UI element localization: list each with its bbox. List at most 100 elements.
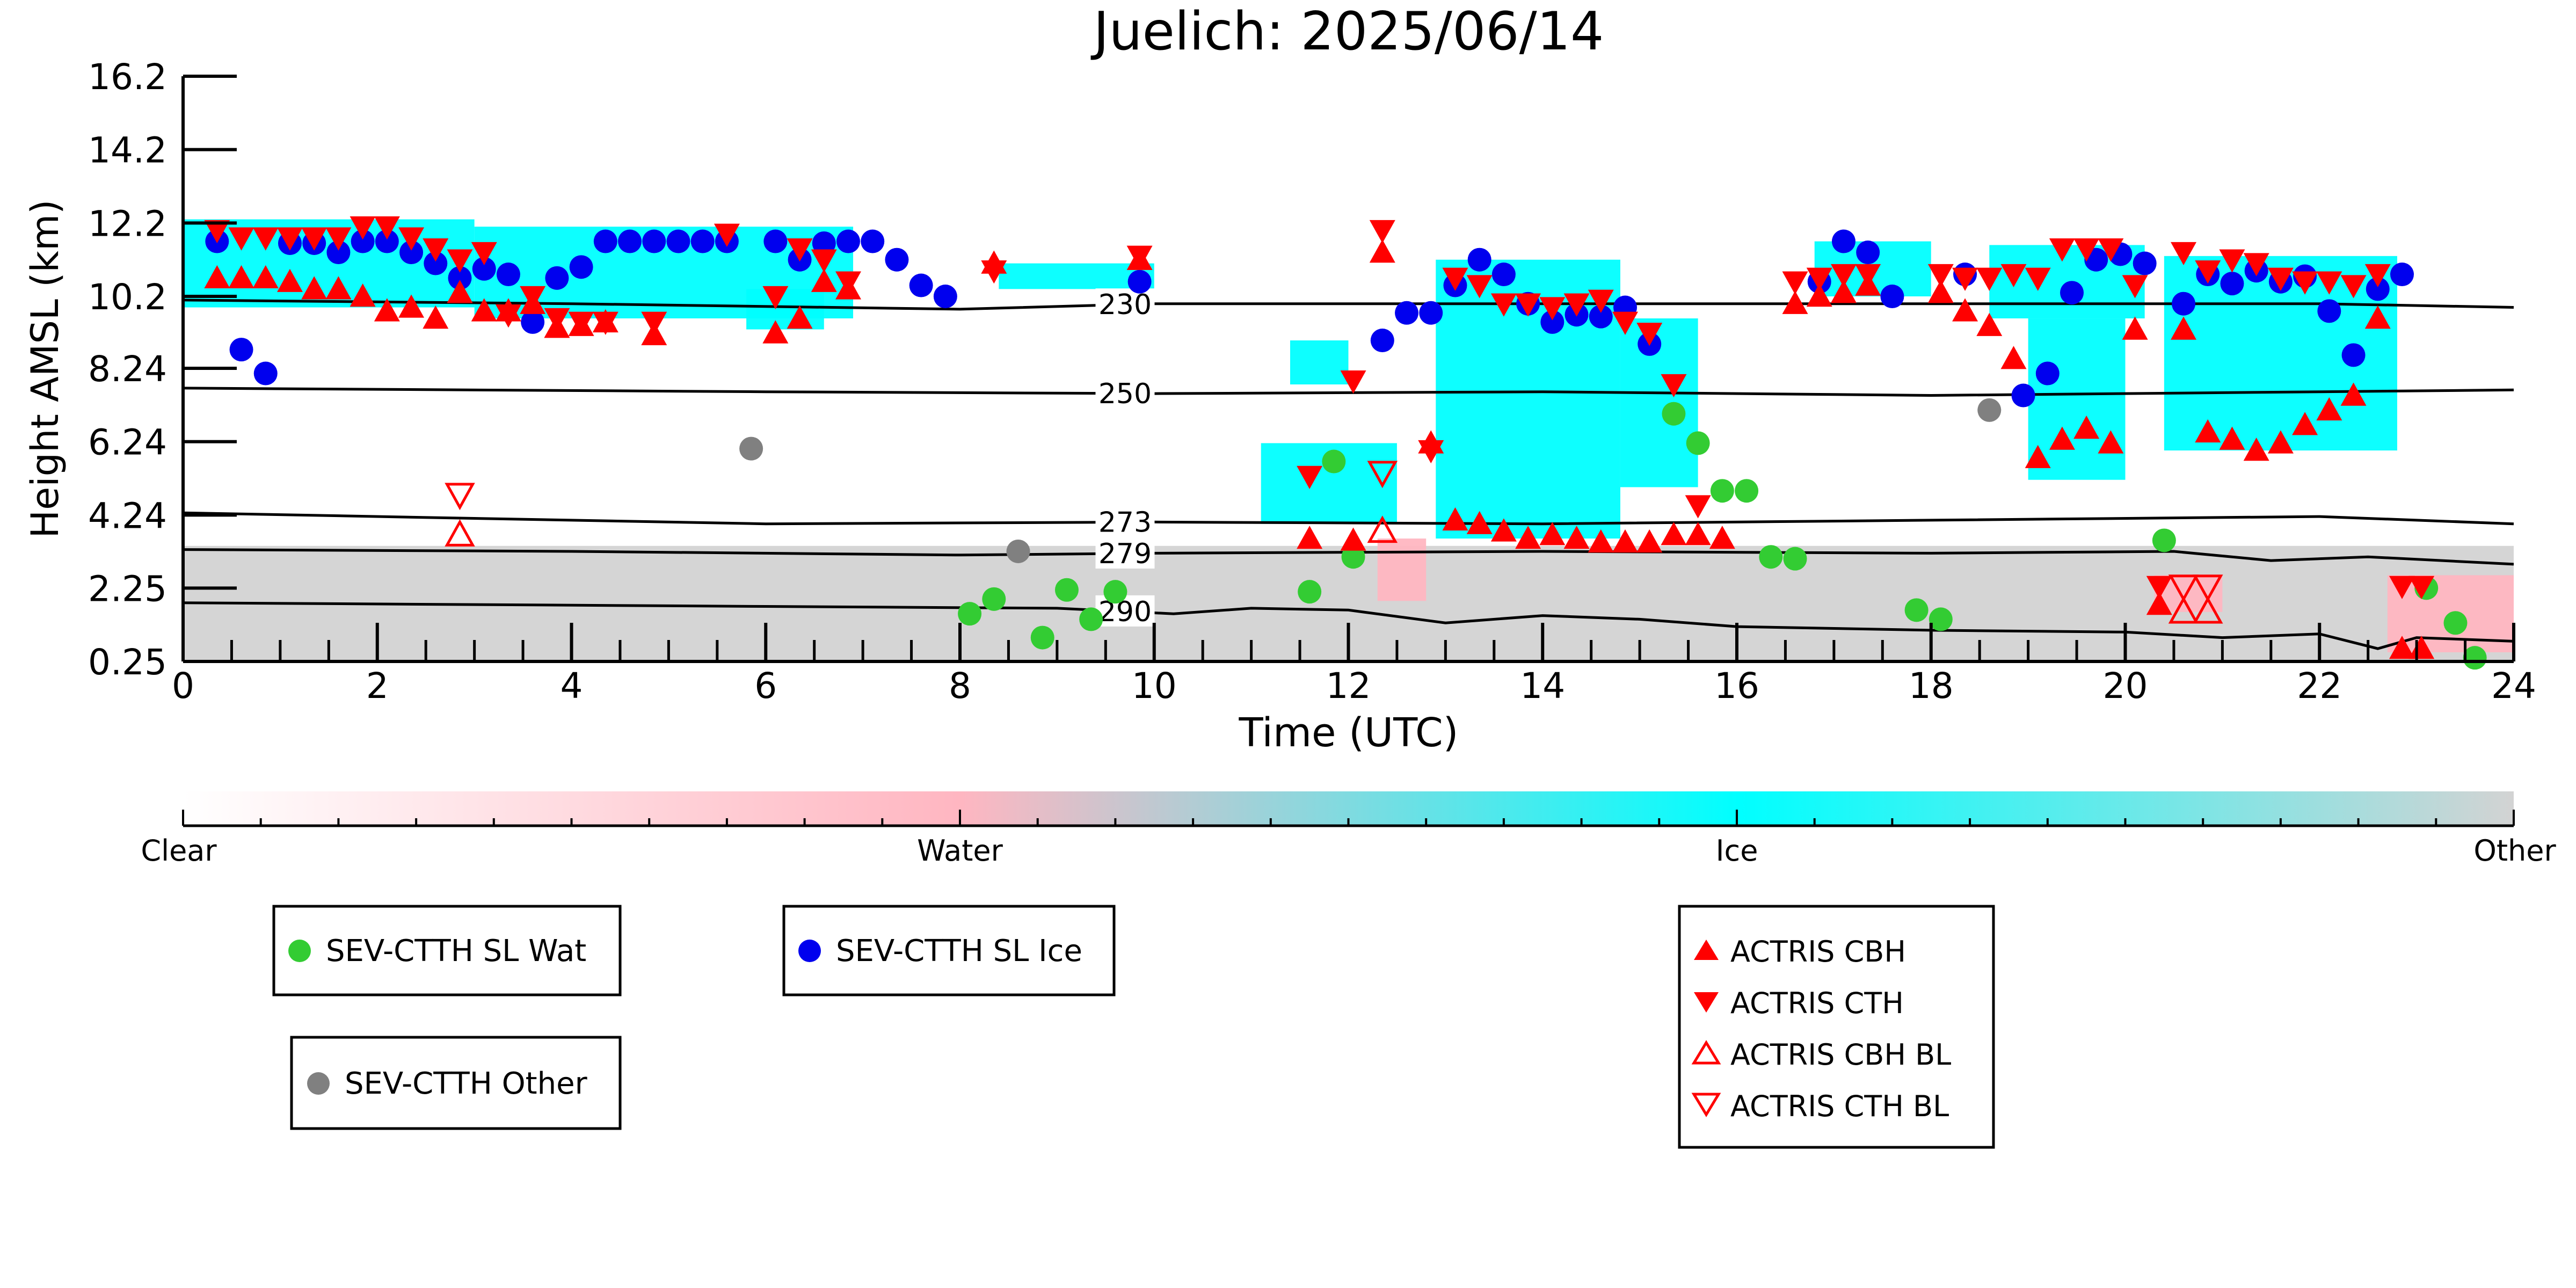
point-actris-cth [1466,275,1493,299]
y-tick-label: 14.2 [88,130,167,171]
point-actris-cth [2364,264,2391,288]
x-tick-label: 8 [949,665,971,707]
point-actris-cbh [787,305,813,329]
point-actris-cbh [2171,316,2197,340]
isotherm-label-bg [1095,288,1155,320]
point-actris-cbh [2025,445,2051,468]
point-actris-cth [835,271,861,295]
point-sev-ctth-sl-ice [1589,304,1613,329]
point-sev-ctth-sl-ice [2133,251,2157,275]
point-sev-ctth-sl-ice [1856,241,1880,265]
point-actris-cth-bl [1367,461,1398,489]
point-actris-cth [2146,576,2172,599]
point-actris-cth [252,227,279,251]
point-sev-ctth-sl-ice [1419,301,1443,325]
point-sev-ctth-sl-wat [1735,479,1759,503]
point-actris-cth [204,220,230,244]
legend-sev-ice-label: SEV-CTTH SL Ice [836,934,1082,969]
point-actris-cbh [398,294,425,318]
point-sev-ctth-sl-wat [1710,479,1734,503]
point-actris-cth [592,311,618,335]
point-sev-ctth-sl-wat [1298,580,1322,604]
colorbar-ticks [182,810,2515,826]
x-tick-label: 20 [2103,665,2148,707]
point-sev-ctth-sl-wat [2463,646,2487,670]
point-actris-cth [1515,293,1541,317]
point-actris-cth [2243,253,2269,276]
legend-frame [1678,905,1995,1149]
point-sev-ctth-sl-ice [424,251,448,275]
point-sev-ctth-sl-ice [2011,383,2035,407]
point-actris-cbh [1442,507,1468,531]
point-actris-cth [568,311,594,335]
point-actris-cth [1612,311,1638,335]
legend-cbh-marker [1694,940,1719,960]
legend-cbh-bl-label: ACTRIS CBH BL [1730,1038,1951,1072]
point-actris-cth [2073,238,2100,262]
x-ticks: 0 2 4 6 8 10 12 14 16 18 20 22 24 [172,623,2536,707]
point-sev-ctth-sl-ice [1395,301,1419,325]
isotherm-label-bg [1095,506,1155,537]
legend-actris: ACTRIS CBH ACTRIS CTH ACTRIS CBH BL ACTR… [1678,905,1995,1149]
point-actris-cth [1855,264,1881,288]
point-sev-ctth-sl-ice [593,229,617,253]
point-actris-cbh [1636,529,1663,553]
point-sev-ctth-sl-ice [885,248,909,272]
point-actris-cth [1636,323,1663,346]
point-sev-ctth-sl-ice [909,273,933,297]
point-sev-ctth-sl-ice [2390,263,2414,287]
point-sev-ctth-sl-wat [1030,625,1054,650]
point-sev-ctth-other [739,436,763,461]
point-sev-ctth-sl-ice [1127,270,1152,294]
point-actris-cbh [1661,522,1687,545]
point-actris-cbh [1806,283,1832,307]
point-actris-cth [2340,275,2367,299]
point-actris-cth [495,304,521,328]
point-actris-cth [1830,264,1857,288]
point-actris-cth [350,216,376,240]
point-actris-cbh [1515,526,1541,549]
point-actris-cbh [471,298,497,322]
point-actris-cth [2171,242,2197,266]
point-actris-cbh [2146,592,2172,615]
point-sev-ctth-sl-wat [2443,611,2468,635]
point-actris-cbh [252,265,279,289]
point-actris-cbh [2122,316,2148,340]
x-tick-label: 12 [1326,665,1371,707]
point-sev-ctth-sl-wat [2152,528,2176,552]
point-sev-ctth-sl-ice [2060,281,2084,305]
point-sev-ctth-sl-ice [1540,310,1564,334]
point-actris-cbh [1830,280,1857,303]
point-sev-ctth-sl-ice [933,285,957,309]
isotherm-line-250 [183,387,2514,397]
point-sev-ctth-sl-ice [763,229,788,253]
point-sev-ctth-sl-ice [1880,285,1904,309]
point-sev-ctth-sl-ice [545,266,569,290]
point-actris-cth [2292,271,2318,295]
point-actris-cbh [2049,426,2075,450]
point-actris-cbh [1612,529,1638,553]
x-tick-label: 0 [172,665,194,707]
point-sev-ctth-sl-ice [472,257,496,281]
point-actris-cbh [2292,412,2318,435]
x-tick-label: 24 [2491,665,2536,707]
point-actris-cth [981,260,1007,284]
point-sev-ctth-sl-ice [448,266,472,290]
point-actris-cbh [1563,526,1590,549]
point-sev-ctth-sl-ice [496,263,520,287]
isotherm-label-bg [1095,537,1155,569]
isotherm-label-290: 290 [1098,596,1152,628]
point-actris-cth [2267,267,2294,291]
point-actris-cbh [204,265,230,289]
point-actris-cth [1539,297,1566,321]
point-actris-cth [228,227,254,251]
colorbar-label-other: Other [2473,834,2556,868]
point-actris-cth [2000,264,2027,288]
y-tick-label: 12.2 [88,203,167,244]
point-actris-cbh [2389,636,2415,659]
legend-cth-label: ACTRIS CTH [1730,986,1904,1020]
point-actris-cth [1563,293,1590,317]
point-actris-cbh [2364,305,2391,329]
